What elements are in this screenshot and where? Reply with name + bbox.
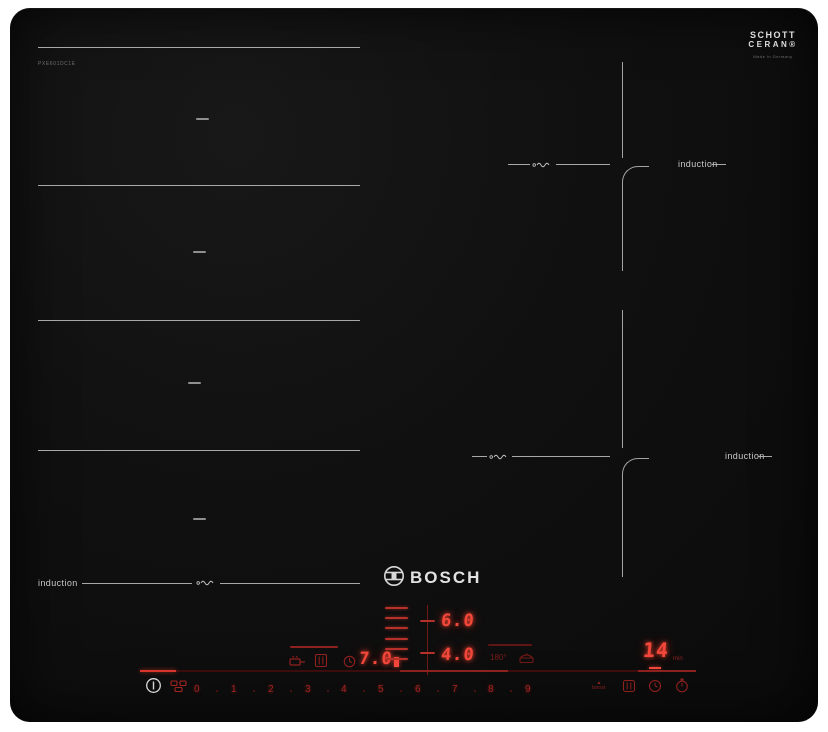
zone-level-bar: [385, 658, 408, 660]
zone-mark-icon: [196, 578, 216, 587]
flex-zone-center-mark: [196, 118, 209, 120]
flex-zone-center-mark: [188, 382, 201, 384]
flex-zone-line: [38, 450, 360, 451]
level-key-2[interactable]: 2: [268, 684, 274, 695]
level-separator-dot: [216, 690, 218, 692]
flex-zone-line: [38, 47, 360, 48]
level-key-3[interactable]: 3: [305, 684, 311, 695]
level-separator-dot: [474, 690, 476, 692]
bottom-right-zone-level-display[interactable]: 4.0: [440, 645, 476, 665]
bosch-wordmark: BOSCH: [410, 568, 482, 587]
schott-line2: CERAN®: [748, 40, 798, 49]
pan-icon[interactable]: [289, 655, 306, 667]
stopwatch-icon[interactable]: [675, 678, 689, 693]
minute-minder-icon[interactable]: [343, 655, 356, 668]
zone-label-left: induction: [38, 578, 78, 588]
pan-lid-icon: [518, 653, 535, 664]
boost-label: boost: [592, 685, 606, 691]
clock-icon[interactable]: [648, 679, 662, 693]
zone-label-bottom-right: induction: [725, 451, 765, 461]
zone-level-bar: [385, 648, 408, 650]
zone-corner-line: [622, 166, 649, 271]
sensor-temp-display: 180°: [490, 653, 507, 662]
level-key-6[interactable]: 6: [415, 684, 421, 695]
zone-corner-line: [622, 458, 649, 577]
level-separator-dot: [437, 690, 439, 692]
bosch-logo-icon: [383, 565, 405, 587]
boost-triangle: ▲: [596, 680, 602, 686]
level-key-0[interactable]: 0: [194, 684, 200, 695]
touch-slider-bright-segment: [400, 670, 508, 672]
touch-slider-bright-segment: [140, 670, 176, 672]
flex-zone-center-mark: [193, 251, 206, 253]
zone-label-top-right: induction: [678, 159, 718, 169]
level-key-8[interactable]: 8: [488, 684, 494, 695]
level-separator-dot: [510, 690, 512, 692]
top-right-zone-level-display[interactable]: 6.0: [440, 611, 476, 631]
boost-indicator-block: [394, 657, 399, 667]
zone-mark-icon: [532, 160, 552, 169]
display-divider-line: [427, 605, 428, 675]
pans-icon[interactable]: [170, 679, 188, 693]
level-separator-dot: [253, 690, 255, 692]
boost-icon[interactable]: ▲ boost: [586, 680, 612, 692]
flex-zone-line: [220, 583, 360, 584]
touch-slider-bright-segment: [638, 670, 696, 672]
zone-level-bar: [385, 627, 408, 629]
level-key-4[interactable]: 4: [341, 684, 347, 695]
level-key-5[interactable]: 5: [378, 684, 384, 695]
timer-unit-label: min: [673, 656, 683, 662]
level-key-9[interactable]: 9: [525, 684, 531, 695]
zone-select-underline: [290, 646, 338, 648]
zone-cross-line: [622, 62, 623, 158]
schott-ceran-logo: SCHOTT CERAN® Made in Germany: [735, 30, 811, 59]
schott-line1: SCHOTT: [750, 30, 796, 40]
zone-cross-line: [508, 164, 530, 165]
plus-minus-tick[interactable]: [420, 620, 435, 622]
zone-cross-line: [622, 310, 623, 448]
zone-mark-icon: [489, 452, 509, 461]
timer-display: 14: [641, 638, 671, 662]
zone-cross-line: [472, 456, 487, 457]
griddle-icon[interactable]: [314, 653, 328, 668]
flex-zone-center-mark: [193, 518, 206, 520]
zone-cross-line: [758, 456, 772, 457]
zone-level-bar: [385, 638, 408, 640]
zone-cross-line: [556, 164, 610, 165]
plus-minus-tick[interactable]: [420, 652, 435, 654]
zone-cross-line: [512, 456, 610, 457]
cooktop-surface: PXE601DC1E SCHOTT CERAN® Made in Germany…: [10, 8, 818, 722]
flex-zone-line: [38, 320, 360, 321]
flex-zone-line: [82, 583, 192, 584]
zone-cross-line: [712, 164, 726, 165]
zone-level-bar: [385, 617, 408, 619]
wipe-protection-icon[interactable]: [622, 679, 636, 693]
flex-zone-line: [38, 185, 360, 186]
level-key-7[interactable]: 7: [452, 684, 458, 695]
level-separator-dot: [400, 690, 402, 692]
level-separator-dot: [290, 690, 292, 692]
level-separator-dot: [327, 690, 329, 692]
timer-select-dash: [649, 667, 661, 669]
model-number: PXE601DC1E: [38, 61, 76, 67]
level-key-1[interactable]: 1: [231, 684, 237, 695]
sensor-underline: [488, 644, 532, 646]
schott-subtext: Made in Germany: [753, 54, 793, 59]
zone-level-bar: [385, 607, 408, 609]
power-icon[interactable]: [145, 677, 162, 694]
level-separator-dot: [363, 690, 365, 692]
